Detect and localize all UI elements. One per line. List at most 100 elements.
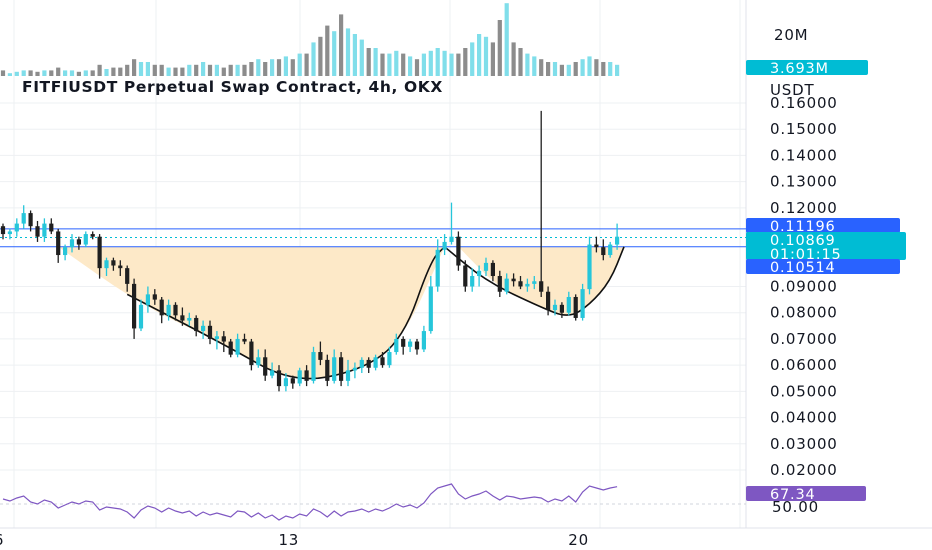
candle-body [421, 331, 426, 350]
volume-bar [83, 70, 88, 76]
volume-bar [546, 62, 551, 76]
candle [483, 257, 489, 277]
volume-bar [559, 64, 564, 76]
candle-body [552, 304, 558, 311]
candle-body [104, 260, 109, 269]
candle [401, 336, 406, 355]
candle [152, 289, 157, 305]
candle [352, 362, 357, 379]
volume-bar [35, 71, 40, 76]
candle [28, 210, 33, 232]
candle [345, 359, 351, 387]
candle-body [228, 341, 233, 355]
volume-bar [152, 64, 157, 76]
volume-bar [214, 64, 219, 76]
candle-body [511, 278, 516, 282]
candle [497, 270, 502, 297]
candle [408, 338, 413, 353]
candle-body [69, 239, 75, 248]
volume-bar [166, 67, 171, 76]
volume-scale-label: 20M [774, 26, 808, 44]
volume-bar [525, 53, 530, 76]
candle-body [7, 231, 12, 235]
volume-bar [352, 34, 357, 76]
candle-body [263, 357, 268, 376]
candle-body [470, 276, 475, 287]
candle [263, 349, 268, 381]
price-tick-label: 0.03000 [770, 435, 838, 453]
volume-bar [132, 59, 137, 76]
volume-bar [0, 70, 6, 76]
candle-body [235, 338, 240, 355]
candle-body [359, 359, 364, 368]
candle-body [566, 296, 571, 313]
volume-bar [463, 48, 468, 76]
candle-body [290, 378, 295, 384]
candle-body [145, 294, 150, 305]
candle-body [173, 304, 178, 316]
volume-bar [173, 67, 178, 76]
candle-body [601, 247, 606, 256]
candle [442, 234, 447, 256]
candle-body [35, 226, 40, 237]
volume-bar [414, 59, 420, 76]
candle-body [532, 281, 537, 284]
candle-body [497, 276, 502, 292]
price-tick-label: 0.04000 [770, 409, 838, 427]
candle-body [283, 378, 288, 387]
candle-body [477, 270, 482, 277]
candle [559, 302, 564, 318]
volume-bar [490, 42, 495, 76]
candle-body [242, 338, 247, 342]
volume-bar [256, 59, 261, 76]
upper-price-tag-text: 0.11196 [770, 219, 836, 235]
candle [587, 236, 592, 295]
candle-body [83, 234, 88, 245]
candle [414, 338, 420, 355]
volume-bar [21, 70, 26, 76]
volume-bar [63, 70, 68, 76]
candle [125, 265, 130, 292]
candle [83, 231, 88, 248]
upper-price-tag-background [746, 218, 900, 233]
candle-body [518, 281, 523, 287]
candle [166, 299, 171, 321]
candle-body [546, 291, 551, 311]
candle [97, 234, 102, 279]
rsi-line [2, 483, 618, 521]
candle [14, 218, 19, 237]
chart-title: FITFIUSDT Perpetual Swap Contract, 4h, O… [22, 78, 443, 96]
volume-bar [394, 50, 399, 76]
volume-bar [566, 64, 571, 76]
volume-current-tag-background [746, 60, 868, 75]
candle [504, 273, 509, 295]
candle [380, 352, 385, 368]
volume-bar [304, 53, 309, 76]
volume-bar [270, 59, 275, 76]
level-lines [0, 228, 746, 248]
rsi-current-tag: 67.34 [746, 486, 866, 503]
volume-bar [228, 64, 233, 76]
candle-body [580, 289, 585, 318]
candle-body [194, 317, 199, 332]
candle-body [180, 315, 185, 321]
candle-body [573, 296, 578, 318]
candle [290, 375, 295, 389]
volume-bar [125, 64, 130, 76]
volume-bar [207, 64, 213, 76]
candle-body [559, 304, 564, 313]
volume-bar [511, 42, 516, 76]
candle-body [539, 281, 544, 292]
candle [35, 220, 40, 242]
volume-bar [159, 64, 164, 76]
candle-body [152, 294, 157, 300]
price-tick-label: 0.13000 [770, 173, 838, 191]
candle-body [394, 338, 399, 353]
time-tick-label: 13 [278, 531, 299, 549]
candle [525, 278, 530, 292]
volume-bar [311, 42, 316, 76]
time-tick-label: 6 [0, 531, 4, 549]
volume-current-tag-text: 3.693M [770, 61, 829, 77]
candle-body [352, 367, 357, 371]
candle-body [332, 357, 337, 381]
